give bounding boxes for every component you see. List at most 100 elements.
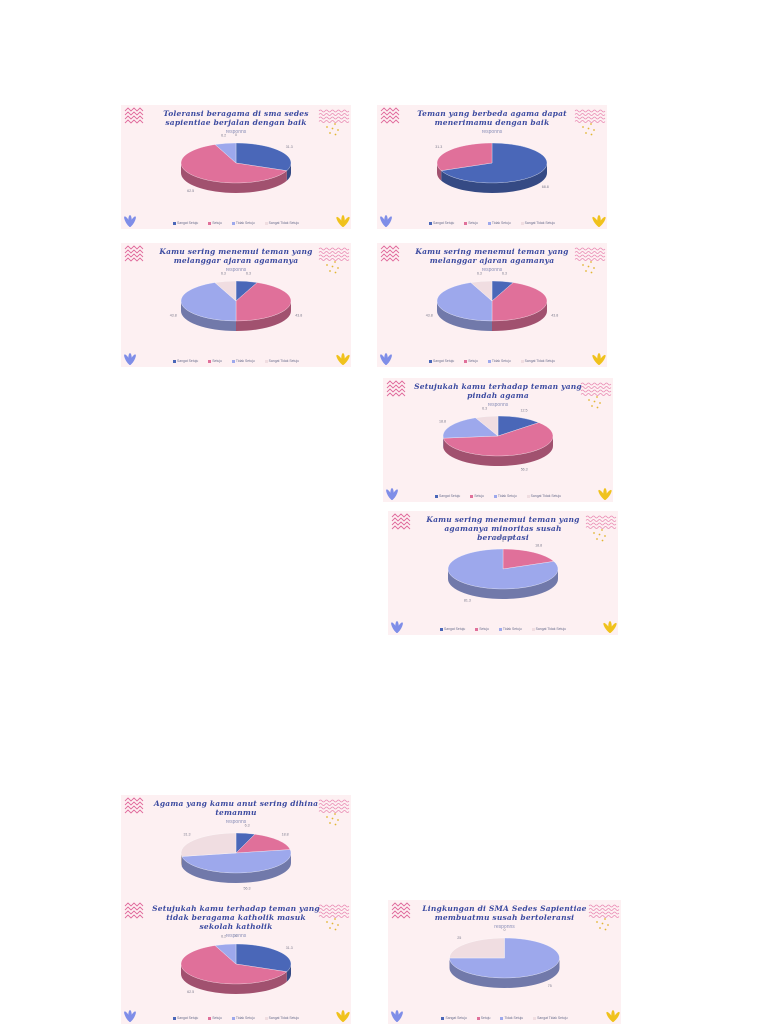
chart-card-c5: 12.5 56.3 18.8 6.3 Setujukah kamu terhadap t… [383, 378, 613, 502]
pie-slice-setuju [180, 945, 288, 985]
zigzag-doodle [124, 107, 144, 124]
yellow-dots-doodle [582, 123, 595, 136]
data-label: 43.8 [295, 313, 302, 317]
legend-label: Sangat Tidak Setuju [268, 1016, 300, 1020]
legend-item: Tidak Setuju [231, 1016, 255, 1020]
legend-swatch [487, 359, 491, 363]
chart-subtitle: responns [225, 819, 247, 825]
legend-swatch [475, 627, 479, 631]
legend-label: Sangat Tidak Setuju [268, 359, 300, 363]
chart-subtitle: responns [225, 267, 247, 273]
legend-item: Sangat Tidak Setuju [531, 627, 566, 631]
legend-label: Sangat Tidak Setuju [524, 359, 556, 363]
legend-item: Tidak Setuju [500, 1016, 523, 1020]
pie-chart: 68.8 31.3 [380, 107, 606, 227]
legend-swatch [172, 221, 176, 225]
legend-label: Sangat Setuju [176, 221, 199, 225]
zigzag-doodle [380, 245, 400, 262]
chart-title: Kamu sering menemui teman yang melanggar… [159, 247, 313, 265]
legend-item: Sangat Setuju [172, 359, 199, 363]
yellow-dots-doodle [326, 123, 339, 136]
pie-slices [180, 943, 292, 985]
data-label: 81.3 [464, 598, 471, 602]
legend-item: Tidak Setuju [498, 627, 522, 631]
pie-slice-sangat-tidak-setuju [449, 937, 505, 959]
legend-swatch [493, 494, 497, 498]
yellow-dots-doodle [326, 261, 339, 274]
legend-label: Setuju [212, 359, 222, 363]
legend-item: Tidak Setuju [231, 359, 255, 363]
scribble-doodle [574, 247, 606, 261]
data-label: 6.3 [221, 272, 226, 276]
legend-label: Tidak Setuju [502, 627, 522, 631]
legend-swatch [172, 359, 176, 363]
legend-label: Tidak Setuju [497, 494, 517, 498]
blue-leaf-doodle [391, 621, 403, 633]
pie-slice-sangat-tidak-setuju [180, 832, 237, 857]
scribble-doodle [318, 247, 350, 261]
legend-item: Tidak Setuju [487, 359, 511, 363]
legend-swatch [231, 221, 235, 225]
pie-chart: 12.5 56.3 18.8 6.3 [386, 380, 612, 500]
legend-swatch [533, 1016, 537, 1020]
chart-card-c4: 6.3 43.8 43.8 6.3 Kamu sering menemui teman … [377, 243, 607, 367]
data-label: 6.3 [245, 823, 250, 827]
legend-swatch [172, 1016, 176, 1020]
legend-item: Sangat Tidak Setuju [264, 221, 299, 225]
yellow-dots-doodle [588, 396, 601, 409]
blue-leaf-doodle [386, 488, 398, 500]
data-label: 12.5 [520, 408, 527, 412]
blue-leaf-doodle [124, 215, 136, 227]
legend-label: Sangat Setuju [443, 627, 466, 631]
chart-title: Teman yang berbeda agama dapat menerimam… [417, 109, 567, 127]
pie-slices [449, 937, 560, 979]
legend-item: Sangat Setuju [439, 627, 466, 631]
pie-slices [180, 142, 292, 184]
legend-item: Setuju [470, 494, 484, 498]
legend-item: Setuju [208, 221, 222, 225]
pie-slice-setuju [491, 282, 548, 322]
pie-slice-tidak-setuju [214, 943, 237, 965]
chart-legend: Sangat Setuju Setuju Tidak Setuju Sangat Ti… [383, 494, 613, 498]
pie-slice-setuju [235, 282, 292, 322]
pie-slice-setuju [436, 142, 493, 171]
data-label: 18.8 [439, 420, 446, 424]
legend-label: Sangat Setuju [445, 1016, 467, 1020]
chart-title: Kamu sering menemui teman yang agamanya … [426, 515, 580, 542]
yellow-leaf-doodle [336, 353, 350, 365]
legend-label: Tidak Setuju [504, 1016, 524, 1020]
pie-side-tidak-setuju [449, 958, 560, 988]
legend-item: Sangat Tidak Setuju [520, 221, 555, 225]
pie-side-tidak-setuju [181, 853, 291, 883]
pie-side-tidak-setuju [437, 301, 492, 331]
data-label: 31.3 [183, 833, 190, 837]
yellow-dots-doodle [593, 529, 606, 542]
data-label: 6.3 [246, 272, 251, 276]
legend-item: Setuju [476, 1016, 490, 1020]
chart-card-c9: 0 75 25 Lingkungan di SMA Sedes Sapientiae … [388, 900, 621, 1024]
pie-slice-sangat-setuju [235, 142, 292, 171]
pie-sides [437, 163, 547, 193]
yellow-leaf-doodle [606, 1010, 620, 1022]
pie-side-setuju [181, 163, 287, 193]
data-label: 56.3 [244, 887, 251, 891]
legend-label: Setuju [468, 359, 478, 363]
pie-side-sangat-setuju [441, 163, 547, 193]
legend-label: Sangat Setuju [176, 359, 199, 363]
yellow-leaf-doodle [598, 488, 612, 500]
legend-item: Sangat Setuju [428, 359, 454, 363]
legend-label: Tidak Setuju [235, 221, 255, 225]
pie-slice-sangat-tidak-setuju [470, 280, 493, 302]
legend-item: Sangat Tidak Setuju [520, 359, 556, 363]
pie-slice-sangat-setuju [235, 943, 292, 972]
legend-item: Sangat Tidak Setuju [526, 494, 562, 498]
legend-label: Sangat Tidak Setuju [530, 494, 562, 498]
legend-label: Sangat Setuju [432, 221, 455, 225]
chart-subtitle: responns [487, 402, 509, 408]
scribble-doodle [318, 109, 350, 123]
data-label: 25 [457, 936, 461, 940]
legend-label: Setuju [212, 1016, 222, 1020]
chart-legend: Sangat Setuju Setuju Tidak Setuju Sangat Ti… [121, 359, 351, 363]
chart-title: Lingkungan di SMA Sedes Sapientiae membu… [422, 904, 587, 922]
legend-swatch [208, 1016, 212, 1020]
